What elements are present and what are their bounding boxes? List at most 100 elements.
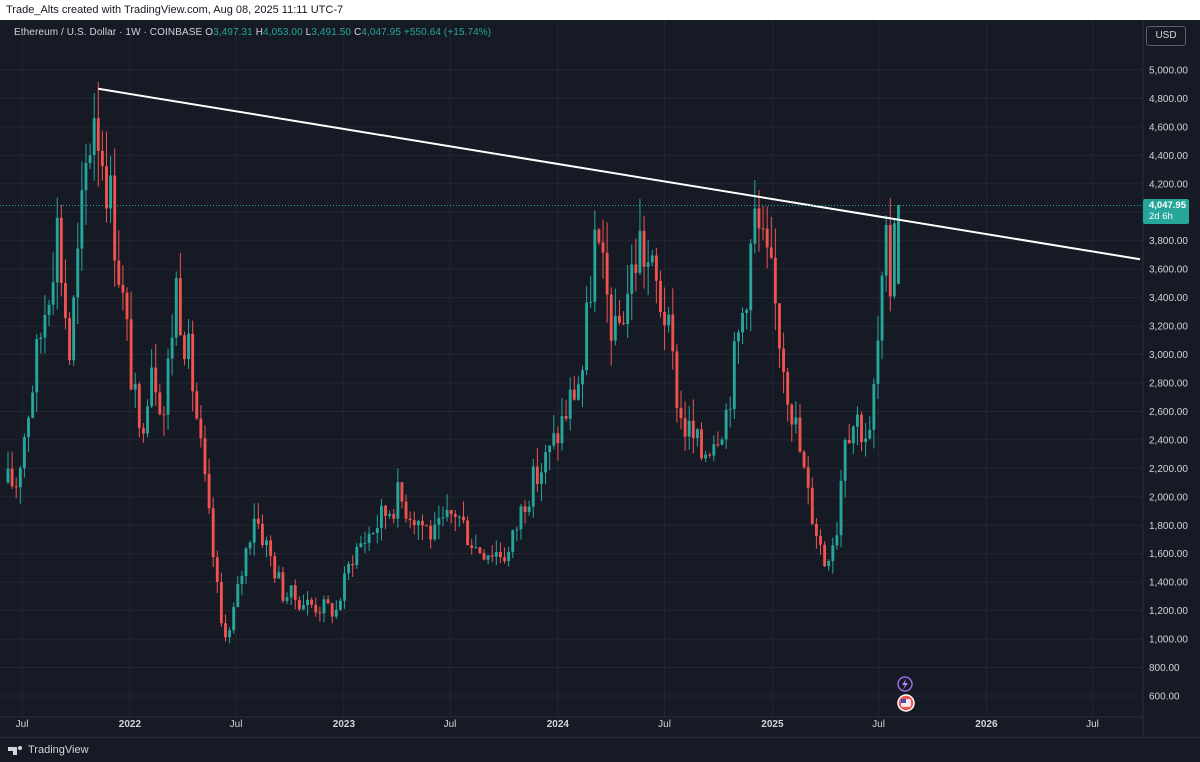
candle-body — [392, 513, 396, 519]
candle-body — [757, 208, 761, 229]
candle-body — [691, 420, 695, 439]
candle-body — [650, 255, 654, 263]
time-tick-label: 2022 — [119, 719, 142, 730]
open-label: O — [205, 27, 214, 38]
candle-body — [248, 542, 252, 549]
event-markers[interactable] — [897, 676, 915, 712]
candle-body — [572, 389, 576, 400]
close-value: 4,047.95 — [361, 27, 402, 38]
candle-body — [203, 438, 207, 475]
candle-body — [240, 576, 244, 585]
chart-frame[interactable]: 600.00 800.00 1,000.00 1,200.00 1,400.00 1,60… — [0, 20, 1200, 737]
candle-body — [133, 384, 137, 390]
candle-body — [408, 518, 412, 521]
candle-body — [146, 406, 149, 434]
candle-body — [100, 150, 104, 167]
candle-body — [667, 314, 671, 326]
candle-body — [856, 414, 859, 427]
candle-body — [113, 175, 117, 261]
candle-body — [421, 520, 424, 526]
candle-body — [359, 543, 363, 547]
candle-body — [753, 208, 757, 244]
candle-body — [507, 551, 511, 562]
candle-body — [708, 454, 712, 456]
candle-body — [449, 509, 453, 515]
tradingview-brand[interactable]: TradingView — [8, 739, 89, 761]
candle-body — [219, 581, 223, 624]
candle-body — [404, 501, 408, 519]
candle-body — [819, 536, 822, 545]
candle-body — [18, 468, 22, 488]
candle-body — [745, 310, 749, 313]
candle-body — [638, 230, 642, 273]
candle-body — [158, 392, 162, 415]
price-tick-label: 1,800.00 — [1149, 521, 1188, 532]
candle-body — [306, 599, 309, 606]
candle-body — [568, 389, 572, 419]
candle-body — [92, 118, 96, 156]
price-tick-label: 1,600.00 — [1149, 549, 1188, 560]
candle-body — [798, 417, 802, 452]
candle-body — [470, 545, 474, 549]
candle-body — [453, 514, 457, 517]
candle-body — [285, 597, 289, 601]
candle-body — [864, 438, 868, 442]
candle-body — [76, 248, 80, 298]
candle-body — [326, 599, 330, 604]
candle-body — [396, 482, 400, 519]
price-axis[interactable]: 600.00 800.00 1,000.00 1,200.00 1,400.00 1,60… — [1142, 20, 1188, 737]
candle-body — [888, 224, 892, 297]
candle-body — [609, 294, 613, 341]
candle-body — [728, 408, 732, 410]
candle-body — [27, 417, 30, 438]
candle-body — [260, 523, 264, 546]
candle-body — [556, 433, 560, 444]
candle-body — [384, 505, 387, 516]
candle-body — [486, 555, 490, 560]
candle-body — [174, 278, 178, 338]
time-tick-label: 2023 — [333, 719, 356, 730]
candle-body — [433, 524, 437, 540]
candle-body — [601, 242, 605, 253]
candle-body — [773, 257, 777, 304]
candle-body — [191, 333, 195, 392]
time-axis[interactable]: Jul 2022 Jul 2023 Jul 2024 Jul 2025 Jul 2026 Jul — [0, 716, 1143, 730]
candle-body — [531, 466, 535, 507]
candle-body — [741, 312, 744, 333]
candle-body — [654, 255, 658, 281]
candle-body — [162, 414, 166, 416]
candle-body — [51, 282, 55, 305]
candle-body — [880, 275, 884, 341]
candle-body — [695, 429, 699, 439]
candle-body — [289, 585, 293, 598]
candle-body — [581, 370, 584, 385]
candle-body — [302, 605, 305, 610]
candle-body — [199, 418, 203, 439]
price-tick-label: 5,000.00 — [1149, 66, 1188, 77]
currency-button[interactable]: USD — [1146, 26, 1186, 46]
candle-body — [338, 600, 342, 610]
candle-body — [724, 409, 728, 440]
price-tick-label: 4,800.00 — [1149, 94, 1188, 105]
candle-body — [503, 557, 506, 562]
candle-body — [897, 205, 900, 284]
candle-body — [597, 229, 601, 243]
candle-body — [121, 284, 125, 293]
candle-body — [347, 563, 351, 574]
candlestick-chart[interactable]: 600.00 800.00 1,000.00 1,200.00 1,400.00 1,60… — [0, 20, 1200, 737]
candle-body — [355, 546, 359, 566]
candle-body — [265, 540, 268, 546]
price-tick-label: 1,400.00 — [1149, 578, 1188, 589]
time-tick-label: 2026 — [975, 719, 998, 730]
candle-body — [55, 217, 59, 283]
price-tick-label: 2,600.00 — [1149, 407, 1188, 418]
candle-body — [244, 548, 248, 577]
price-tick-label: 600.00 — [1149, 692, 1180, 703]
candle-body — [256, 518, 260, 524]
candle-body — [334, 609, 338, 617]
candle-body — [14, 486, 18, 488]
candle-body — [281, 572, 285, 601]
candle-body — [6, 468, 10, 483]
trendline[interactable] — [98, 87, 1141, 261]
candle-body — [207, 474, 211, 509]
